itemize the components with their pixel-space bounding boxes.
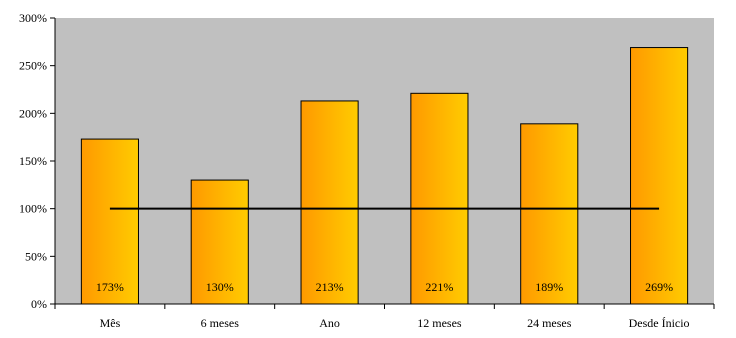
- bar: [300, 100, 359, 305]
- data-label: 269%: [645, 280, 673, 294]
- data-label: 130%: [206, 280, 234, 294]
- bar: [630, 47, 689, 305]
- data-label: 213%: [316, 280, 344, 294]
- data-labels: 173% 130% 213% 221% 189% 269%: [96, 280, 673, 294]
- bar-series: [80, 47, 689, 305]
- data-label: 173%: [96, 280, 124, 294]
- x-tick-label: Desde Ínicio: [629, 316, 690, 330]
- bar: [190, 179, 249, 305]
- y-axis: 0% 50% 100% 150% 200% 250% 300%: [19, 11, 56, 311]
- x-tick-label: 24 meses: [527, 316, 572, 330]
- data-label: 221%: [425, 280, 453, 294]
- plot-area: [55, 18, 714, 304]
- y-tick-label: 300%: [19, 11, 47, 25]
- y-tick-label: 50%: [25, 249, 47, 263]
- y-tick-label: 200%: [19, 106, 47, 120]
- y-tick-label: 150%: [19, 154, 47, 168]
- y-tick-label: 250%: [19, 59, 47, 73]
- bar: [520, 123, 579, 305]
- bar: [80, 138, 139, 305]
- x-axis: Mês 6 meses Ano 12 meses 24 meses Desde Ínici…: [54, 303, 715, 330]
- y-tick-label: 0%: [31, 297, 47, 311]
- x-tick-label: Mês: [100, 316, 121, 330]
- x-tick-label: 12 meses: [417, 316, 462, 330]
- data-label: 189%: [535, 280, 563, 294]
- y-tick-label: 100%: [19, 202, 47, 216]
- x-tick-label: Ano: [319, 316, 340, 330]
- bar: [410, 92, 469, 305]
- x-tick-label: 6 meses: [201, 316, 240, 330]
